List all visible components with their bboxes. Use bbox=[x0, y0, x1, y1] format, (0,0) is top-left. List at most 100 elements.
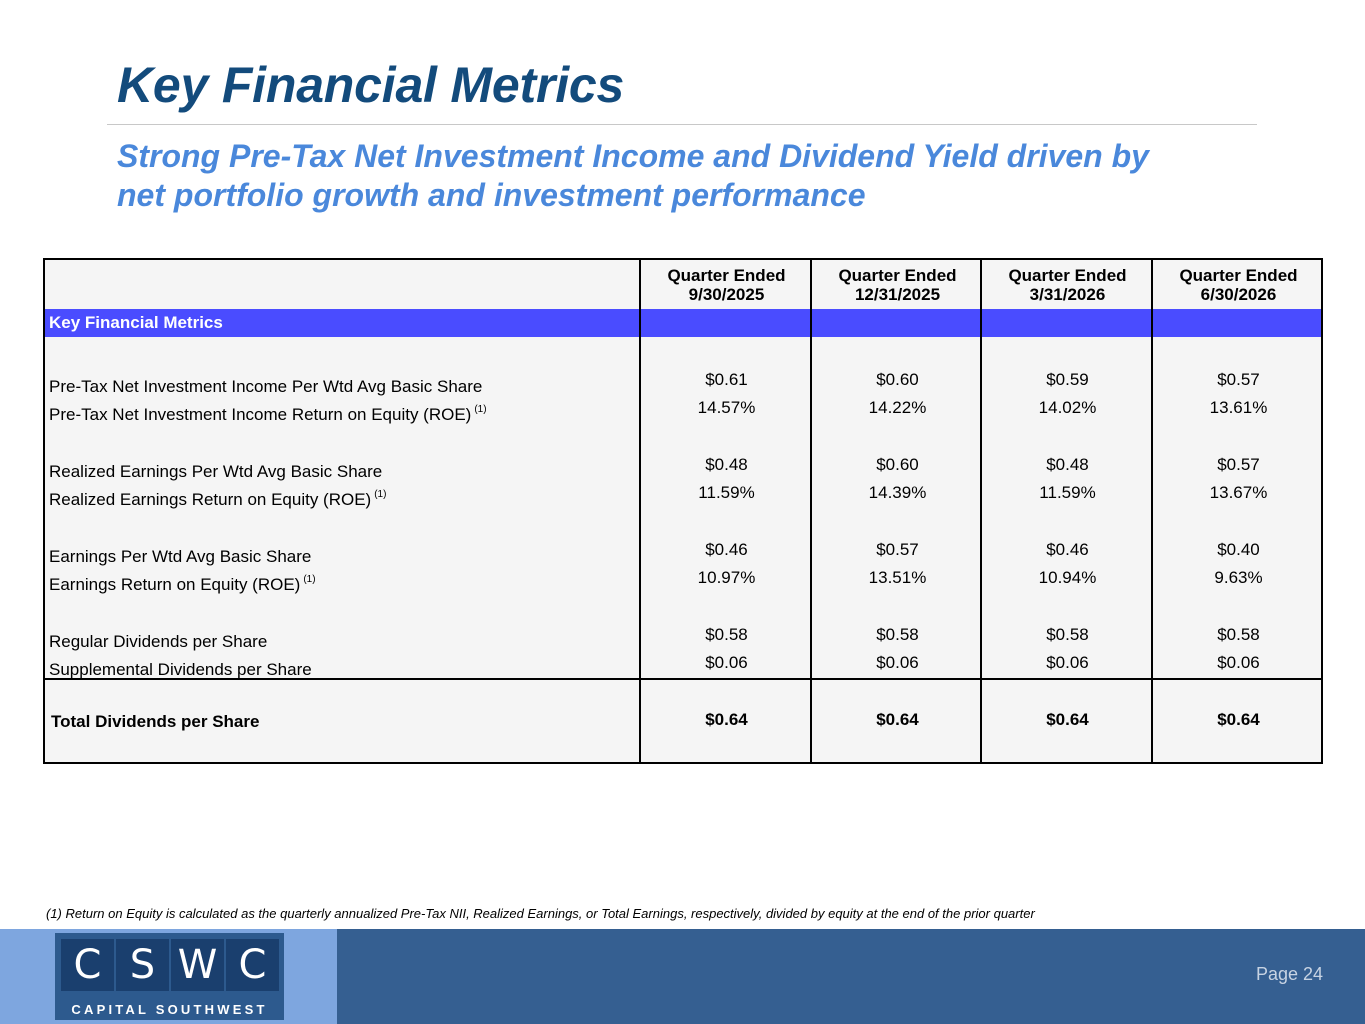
cell-value: 13.61% bbox=[1209, 398, 1268, 417]
logo-letter: C bbox=[61, 939, 114, 991]
row-label-text: Regular Dividends per Share bbox=[49, 632, 268, 651]
footnote: (1) Return on Equity is calculated as th… bbox=[46, 906, 1035, 921]
row-label-text: Earnings Per Wtd Avg Basic Share bbox=[49, 547, 312, 566]
section-label: Key Financial Metrics bbox=[49, 313, 223, 332]
column-header: Quarter Ended 12/31/2025 bbox=[812, 260, 983, 309]
page-title: Key Financial Metrics bbox=[117, 57, 625, 113]
column-header-line1: Quarter Ended bbox=[667, 265, 786, 285]
logo-letter: C bbox=[226, 939, 279, 991]
row-label: Pre-Tax Net Investment Income Return on … bbox=[49, 399, 487, 426]
cell-value: $0.46 bbox=[705, 540, 748, 559]
column-header: Quarter Ended 3/31/2026 bbox=[982, 260, 1153, 309]
title-divider bbox=[107, 124, 1257, 125]
column-header-date: 9/30/2025 bbox=[688, 284, 765, 304]
column-header-date: 6/30/2026 bbox=[1200, 284, 1277, 304]
footnote-marker: (1) bbox=[374, 489, 387, 500]
table-row: Pre-Tax Net Investment Income Per Wtd Av… bbox=[45, 370, 1321, 396]
row-label: Pre-Tax Net Investment Income Per Wtd Av… bbox=[49, 371, 485, 398]
section-band: Key Financial Metrics bbox=[45, 309, 1321, 337]
cswc-logo: C S W C CAPITAL SOUTHWEST bbox=[55, 933, 284, 1020]
table-row: Realized Earnings Return on Equity (ROE)… bbox=[45, 483, 1321, 509]
cell-value: 13.67% bbox=[1209, 483, 1268, 502]
cell-value: $0.58 bbox=[876, 625, 919, 644]
column-header-line1: Quarter Ended bbox=[838, 265, 957, 285]
footer-bar: C S W C CAPITAL SOUTHWEST Page 24 bbox=[0, 929, 1365, 1024]
row-label: Earnings Return on Equity (ROE) (1) bbox=[49, 569, 316, 596]
column-header-date: 12/31/2025 bbox=[854, 284, 941, 304]
row-label-text: Pre-Tax Net Investment Income Per Wtd Av… bbox=[49, 377, 483, 396]
cell-value: $0.58 bbox=[1217, 625, 1260, 644]
total-value: $0.64 bbox=[876, 710, 919, 729]
total-divider bbox=[45, 678, 1321, 680]
total-label: Total Dividends per Share bbox=[51, 712, 260, 731]
row-label: Realized Earnings Return on Equity (ROE)… bbox=[49, 484, 386, 511]
column-header: Quarter Ended 9/30/2025 bbox=[641, 260, 812, 309]
cell-value: 11.59% bbox=[698, 483, 755, 502]
cell-value: $0.06 bbox=[876, 653, 919, 672]
total-value: $0.64 bbox=[1046, 710, 1089, 729]
cell-value: 14.57% bbox=[697, 398, 756, 417]
cell-value: $0.61 bbox=[705, 370, 748, 389]
table-row: Realized Earnings Per Wtd Avg Basic Shar… bbox=[45, 455, 1321, 481]
total-row: Total Dividends per Share $0.64 $0.64 $0… bbox=[45, 710, 1321, 733]
subtitle-line-2: net portfolio growth and investment perf… bbox=[117, 177, 866, 213]
total-value: $0.64 bbox=[1217, 710, 1260, 729]
cell-value: $0.06 bbox=[705, 653, 748, 672]
table-row: Earnings Per Wtd Avg Basic Share $0.46 $… bbox=[45, 540, 1321, 566]
cell-value: $0.57 bbox=[876, 540, 919, 559]
cell-value: $0.46 bbox=[1046, 540, 1089, 559]
cell-value: $0.48 bbox=[1046, 455, 1089, 474]
cell-value: 14.39% bbox=[868, 483, 927, 502]
table-row: Pre-Tax Net Investment Income Return on … bbox=[45, 398, 1321, 424]
page-subtitle: Strong Pre-Tax Net Investment Income and… bbox=[117, 137, 1297, 215]
footnote-marker: (1) bbox=[474, 404, 487, 415]
cell-value: $0.58 bbox=[705, 625, 748, 644]
subtitle-line-1: Strong Pre-Tax Net Investment Income and… bbox=[117, 138, 1149, 174]
cell-value: $0.59 bbox=[1046, 370, 1089, 389]
total-value: $0.64 bbox=[705, 710, 748, 729]
footnote-marker: (1) bbox=[303, 574, 316, 585]
column-header-line1: Quarter Ended bbox=[1008, 265, 1127, 285]
logo-letter: W bbox=[171, 939, 224, 991]
cell-value: $0.60 bbox=[876, 370, 919, 389]
logo-subtitle: CAPITAL SOUTHWEST bbox=[71, 1002, 268, 1017]
table-row: Regular Dividends per Share $0.58 $0.58 … bbox=[45, 625, 1321, 651]
column-divider bbox=[810, 260, 812, 762]
row-label: Supplemental Dividends per Share bbox=[49, 654, 315, 681]
cell-value: 9.63% bbox=[1214, 568, 1263, 587]
cell-value: $0.06 bbox=[1046, 653, 1089, 672]
row-label: Earnings Per Wtd Avg Basic Share bbox=[49, 541, 314, 568]
cell-value: $0.40 bbox=[1217, 540, 1260, 559]
logo-letters: C S W C bbox=[61, 939, 279, 991]
row-label-text: Supplemental Dividends per Share bbox=[49, 660, 312, 679]
row-label: Regular Dividends per Share bbox=[49, 626, 270, 653]
table-row: Earnings Return on Equity (ROE) (1) 10.97… bbox=[45, 568, 1321, 594]
cell-value: 14.02% bbox=[1038, 398, 1097, 417]
page-number: Page 24 bbox=[1255, 964, 1323, 984]
row-label: Realized Earnings Per Wtd Avg Basic Shar… bbox=[49, 456, 385, 483]
row-label-text: Realized Earnings Per Wtd Avg Basic Shar… bbox=[49, 462, 383, 481]
cell-value: $0.57 bbox=[1217, 370, 1260, 389]
cell-value: 14.22% bbox=[868, 398, 927, 417]
row-label-text: Realized Earnings Return on Equity (ROE) bbox=[49, 490, 372, 509]
cell-value: $0.60 bbox=[876, 455, 919, 474]
column-divider bbox=[1151, 260, 1153, 762]
column-divider bbox=[639, 260, 641, 762]
metrics-table: Quarter Ended 9/30/2025 Quarter Ended 12… bbox=[43, 258, 1323, 764]
logo-letter: S bbox=[116, 939, 169, 991]
cell-value: 10.97% bbox=[697, 568, 756, 587]
table-row: Supplemental Dividends per Share $0.06 $… bbox=[45, 653, 1321, 679]
footer-logo-panel: C S W C CAPITAL SOUTHWEST bbox=[0, 929, 337, 1024]
row-label-text: Pre-Tax Net Investment Income Return on … bbox=[49, 405, 472, 424]
cell-value: $0.48 bbox=[705, 455, 748, 474]
column-header-date: 3/31/2026 bbox=[1029, 284, 1106, 304]
cell-value: $0.58 bbox=[1046, 625, 1089, 644]
cell-value: 11.59% bbox=[1039, 483, 1096, 502]
cell-value: $0.06 bbox=[1217, 653, 1260, 672]
column-header-line1: Quarter Ended bbox=[1179, 265, 1298, 285]
column-divider bbox=[980, 260, 982, 762]
cell-value: $0.57 bbox=[1217, 455, 1260, 474]
cell-value: 13.51% bbox=[868, 568, 927, 587]
cell-value: 10.94% bbox=[1038, 568, 1097, 587]
row-label-text: Earnings Return on Equity (ROE) bbox=[49, 575, 301, 594]
